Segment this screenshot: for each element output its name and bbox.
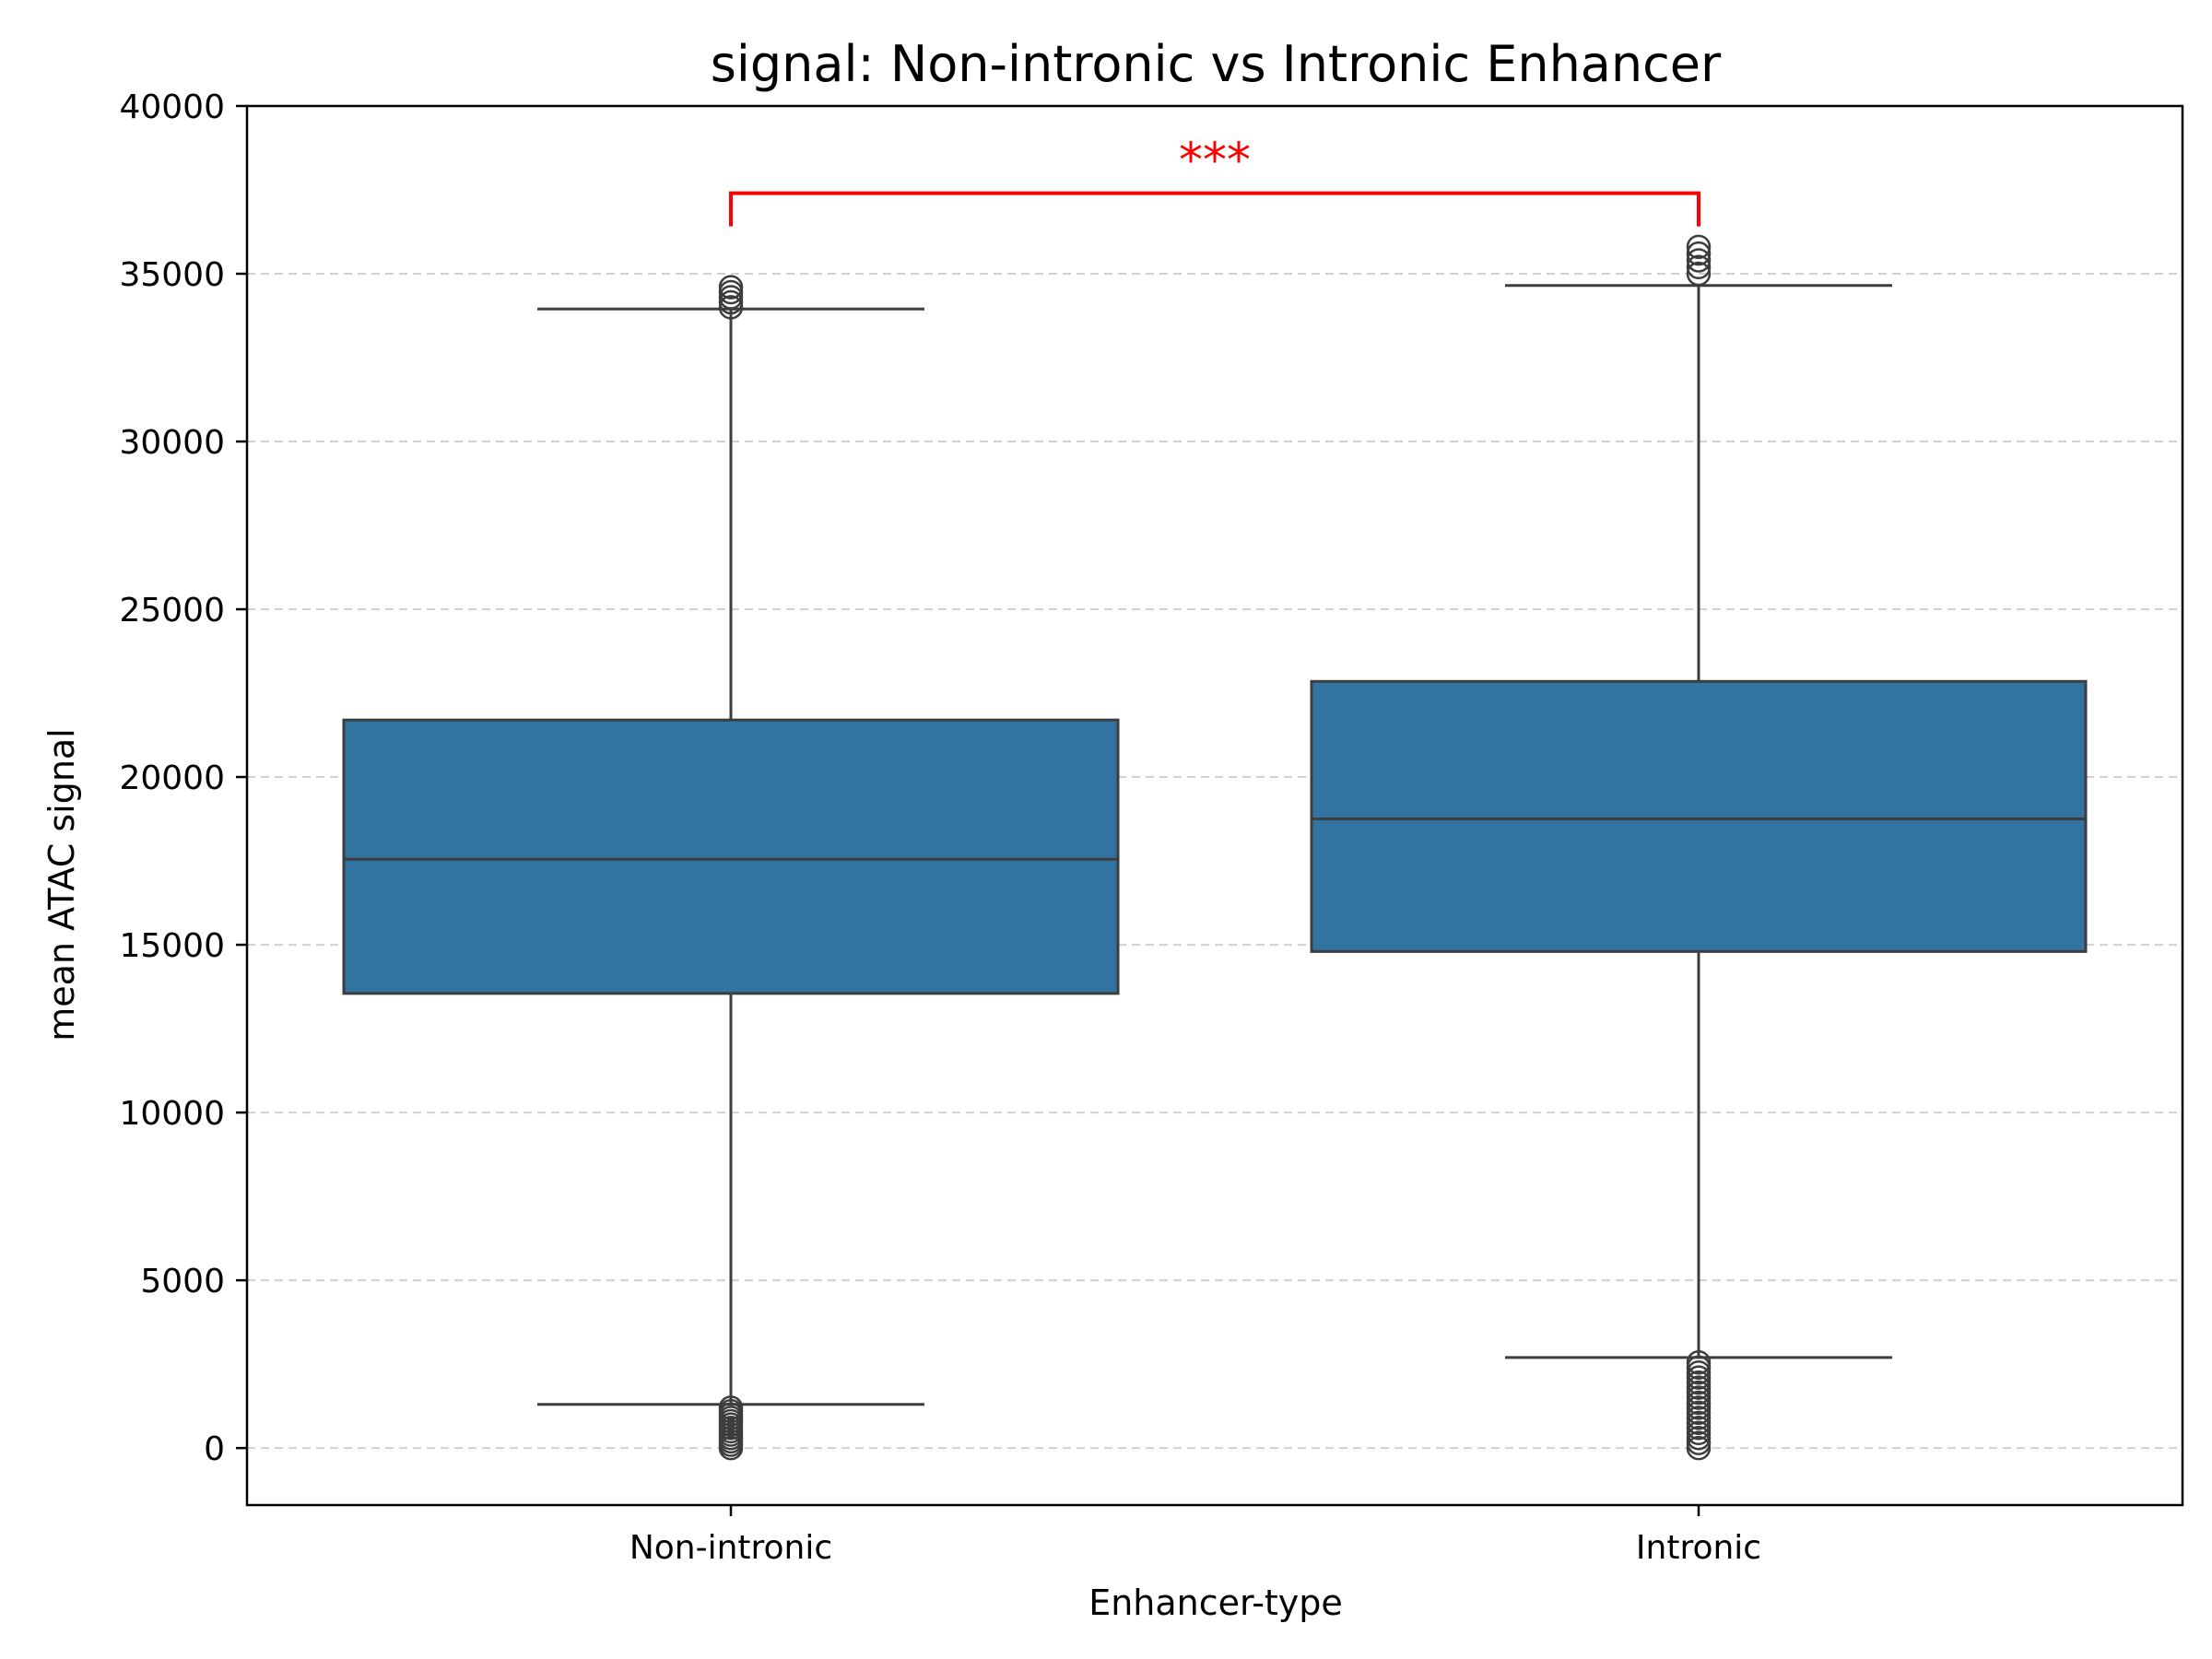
y-tick-label: 30000 (119, 424, 225, 462)
y-tick-label: 0 (204, 1430, 225, 1468)
outlier-point (718, 275, 744, 300)
x-axis-label: Enhancer-type (1088, 1583, 1343, 1623)
y-tick-label: 10000 (119, 1095, 225, 1133)
plot-frame (245, 104, 2184, 1507)
significance-label: *** (1179, 134, 1251, 189)
significance-bracket (729, 191, 1700, 227)
outlier-point (1686, 241, 1712, 266)
outlier-point (1686, 254, 1712, 279)
y-axis-label: mean ATAC signal (41, 728, 82, 1041)
boxes-layer (342, 234, 2088, 1461)
outlier-point (1686, 248, 1712, 273)
y-tick-label: 25000 (119, 592, 225, 629)
box-intronic (1310, 679, 2088, 953)
axes-layer: 0 5000 10000 15000 20000 25000 30000 35000 40000… (119, 88, 2184, 1567)
outlier-point (1686, 1350, 1712, 1375)
outlier-point (1686, 261, 1712, 287)
outlier-point (718, 1395, 744, 1420)
box-non-intronic (342, 718, 1120, 995)
y-tick-label: 40000 (119, 88, 225, 126)
y-tick-label: 15000 (119, 927, 225, 965)
y-tick-label: 20000 (119, 759, 225, 797)
significance-layer: *** (729, 134, 1700, 227)
x-tick-label: Intronic (1636, 1529, 1761, 1567)
y-tick-label: 35000 (119, 256, 225, 294)
outlier-point (1686, 234, 1712, 260)
y-tick-label: 5000 (140, 1263, 225, 1300)
x-tick-label: Non-intronic (629, 1529, 832, 1567)
chart-title: signal: Non-intronic vs Intronic Enhance… (711, 35, 1722, 93)
